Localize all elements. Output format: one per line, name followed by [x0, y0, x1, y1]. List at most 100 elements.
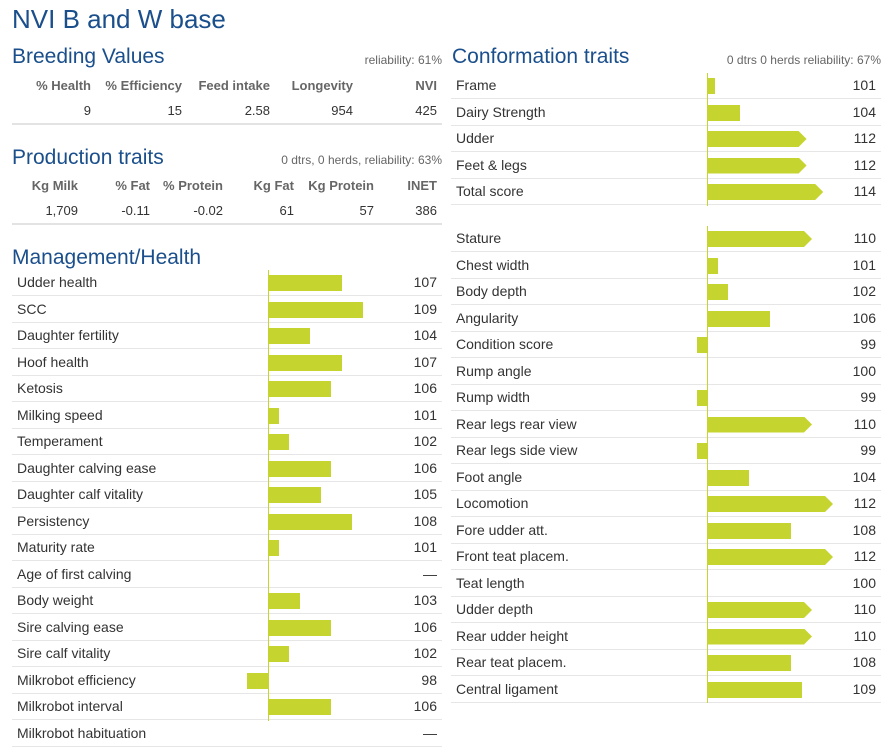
prod-header-kg-milk: Kg Milk [31, 178, 78, 193]
mgmt-row-daughter-fertility: Daughter fertility 104 [12, 323, 442, 349]
breeding-values-reliability: reliability: 61% [364, 53, 442, 67]
conf-detail-bar [707, 231, 812, 247]
divider [12, 223, 442, 225]
production-traits-reliability: 0 dtrs, 0 herds, reliability: 63% [281, 153, 442, 167]
conf-detail-bar [707, 469, 749, 486]
mgmt-label: SCC [17, 300, 47, 317]
mgmt-row-daughter-calving-ease: Daughter calving ease 106 [12, 456, 442, 482]
bv-value-feed-intake: 2.58 [244, 103, 270, 118]
conf-detail-value: 104 [852, 468, 876, 485]
conf-detail-label: Udder depth [456, 601, 534, 617]
conf-summary-bar [707, 104, 741, 121]
conf-detail-label: Rear teat placem. [456, 654, 567, 670]
conf-detail-value: 101 [852, 256, 876, 273]
mgmt-value: 106 [413, 380, 437, 396]
mgmt-bar [268, 593, 300, 609]
conf-detail-value: 100 [852, 362, 876, 379]
conf-detail-label: Body depth [456, 283, 527, 299]
mgmt-label: Daughter fertility [17, 327, 119, 343]
conf-detail-label: Rump width [456, 389, 530, 405]
mgmt-row-milkrobot-efficiency: Milkrobot efficiency 98 [12, 668, 442, 694]
page-title: NVI B and W base [12, 4, 226, 34]
mgmt-bar [268, 619, 331, 636]
conf-detail-bar [707, 681, 802, 698]
mgmt-bar [268, 301, 363, 318]
conf-summary-label: Feet & legs [456, 156, 527, 173]
conf-detail-value: 112 [853, 548, 876, 564]
mgmt-value: 104 [413, 327, 437, 343]
conf-detail-value: 110 [853, 415, 876, 432]
mgmt-row-milkrobot-habituation: Milkrobot habituation — [12, 721, 442, 747]
conf-summary-row-udder: Udder 112 [451, 126, 881, 152]
conf-detail-label: Chest width [456, 256, 530, 273]
prod-value-kg-protein: 57 [359, 203, 374, 218]
mgmt-label: Age of first calving [17, 565, 132, 582]
mgmt-row-persistency: Persistency 108 [12, 509, 442, 535]
conf-detail-bar [707, 629, 812, 645]
mgmt-bar [268, 513, 352, 530]
mgmt-label: Sire calf vitality [17, 645, 111, 661]
conf-summary-row-total-score: Total score 114 [451, 179, 881, 205]
conf-detail-value: 110 [853, 601, 876, 617]
conf-detail-bar [707, 496, 833, 512]
conf-detail-value: 112 [853, 495, 876, 511]
management-health-list: Udder health 107 SCC 109 Daughter fertility 1… [12, 270, 442, 747]
prod-value-kg-fat: 61 [279, 203, 294, 218]
conf-detail-label: Foot angle [456, 468, 523, 485]
conf-detail-bar [696, 390, 707, 406]
conf-detail-label: Front teat placem. [456, 548, 569, 564]
production-traits-table: Kg Milk % Fat % Protein Kg Fat Kg Protei… [12, 178, 442, 224]
production-traits-title: Production traits [12, 146, 164, 169]
mgmt-row-milkrobot-interval: Milkrobot interval 106 [12, 694, 442, 720]
conf-detail-bar [707, 549, 833, 565]
conf-detail-row-rump-angle: Rump angle 100 [451, 359, 881, 385]
conf-detail-value: 100 [852, 574, 876, 591]
conf-detail-bar [696, 337, 707, 353]
conf-summary-bar [707, 184, 823, 200]
conf-summary-label: Udder [456, 130, 495, 146]
conformation-summary-list: Frame 101 Dairy Strength 104 Udder 112 Feet & … [451, 73, 881, 206]
prod-header-inet: INET [407, 178, 437, 193]
conf-detail-bar [707, 257, 718, 274]
conf-detail-label: Locomotion [456, 495, 529, 511]
mgmt-bar [268, 699, 331, 715]
mgmt-label: Sire calving ease [17, 618, 124, 635]
mgmt-row-hoof-health: Hoof health 107 [12, 350, 442, 376]
mgmt-value: 106 [413, 618, 437, 635]
conf-summary-bar [707, 78, 716, 94]
conf-detail-label: Angularity [456, 309, 519, 326]
prod-value-inet: 386 [415, 203, 437, 218]
conf-summary-value: 101 [852, 77, 876, 93]
mgmt-row-temperament: Temperament 102 [12, 429, 442, 455]
bv-value-longevity: 954 [331, 103, 353, 118]
conf-detail-bar [707, 310, 770, 327]
mgmt-label: Persistency [17, 512, 90, 529]
prod-header-kg-fat: Kg Fat [253, 178, 294, 193]
mgmt-label: Hoof health [17, 353, 89, 370]
mgmt-bar [268, 381, 331, 397]
conformation-detail-list: Stature 110 Chest width 101 Body depth 102 Ang… [451, 226, 881, 703]
conf-detail-row-locomotion: Locomotion 112 [451, 491, 881, 517]
prod-value-fat: -0.11 [121, 203, 150, 218]
mgmt-value: 102 [413, 645, 437, 661]
breeding-values-title: Breeding Values [12, 45, 165, 68]
conf-detail-row-front-teat-placem: Front teat placem. 112 [451, 544, 881, 570]
mgmt-label: Temperament [17, 433, 103, 449]
mgmt-row-sire-calving-ease: Sire calving ease 106 [12, 615, 442, 641]
conf-summary-axis-line [707, 73, 708, 206]
conf-detail-row-rear-legs-side-view: Rear legs side view 99 [451, 438, 881, 464]
mgmt-value: 98 [421, 671, 437, 688]
conf-summary-label: Frame [456, 77, 497, 93]
conf-detail-bar [707, 602, 812, 618]
mgmt-value: 101 [413, 406, 437, 423]
mgmt-label: Daughter calving ease [17, 459, 157, 476]
bv-header-nvi: NVI [415, 78, 437, 93]
conf-summary-row-feet-legs: Feet & legs 112 [451, 153, 881, 179]
conf-summary-value: 112 [853, 130, 876, 146]
conf-detail-row-udder-depth: Udder depth 110 [451, 597, 881, 623]
management-health-title: Management/Health [12, 246, 202, 269]
conf-summary-bar [707, 131, 807, 147]
mgmt-label: Daughter calf vitality [17, 486, 144, 502]
conf-detail-label: Central ligament [456, 680, 558, 697]
mgmt-value: 106 [413, 698, 437, 714]
